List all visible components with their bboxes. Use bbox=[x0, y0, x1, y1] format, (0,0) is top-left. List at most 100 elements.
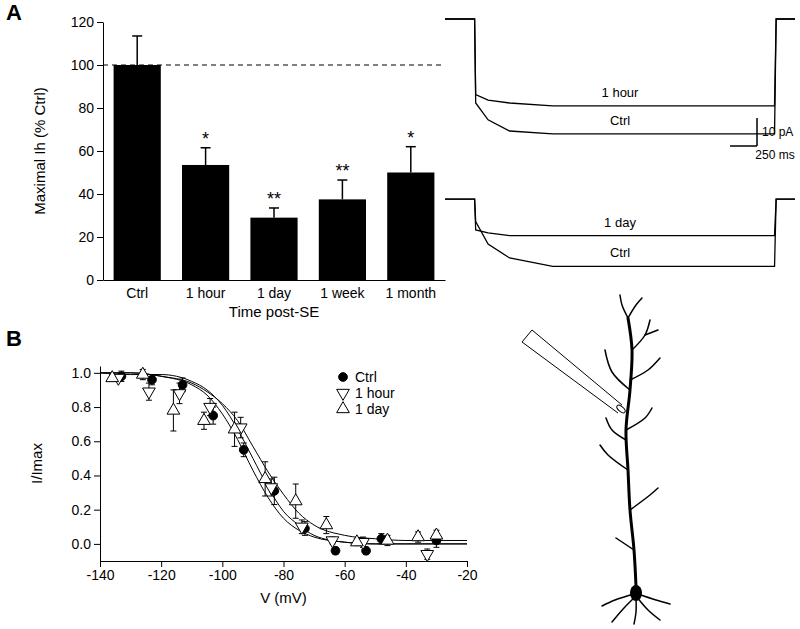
error-bar-stem bbox=[136, 36, 138, 65]
bar bbox=[319, 199, 366, 280]
tick-label: 80 bbox=[78, 100, 94, 116]
tick: 1 day bbox=[257, 280, 291, 301]
tick-mark bbox=[94, 544, 100, 545]
tick-mark bbox=[97, 194, 103, 195]
dendrite bbox=[605, 350, 630, 390]
tick-label: -60 bbox=[335, 567, 355, 583]
error-bar-cap bbox=[271, 504, 277, 505]
error-bar-cap bbox=[132, 35, 142, 37]
trace-label: Ctrl bbox=[610, 245, 630, 260]
error-bar bbox=[337, 180, 347, 199]
neuron-drawing bbox=[522, 295, 670, 624]
tick: 1 month bbox=[386, 280, 437, 301]
tick: 0.0 bbox=[72, 536, 100, 552]
pipette bbox=[522, 330, 622, 413]
point bbox=[351, 535, 364, 546]
tick-label: 20 bbox=[78, 229, 94, 245]
tick-label: -80 bbox=[274, 567, 294, 583]
tick-label: 1 day bbox=[257, 285, 291, 301]
annotation: * bbox=[202, 129, 209, 149]
point bbox=[259, 472, 272, 483]
bar bbox=[387, 173, 434, 281]
error-bar-cap bbox=[384, 545, 390, 546]
legend: Ctrl1 hour1 day bbox=[337, 369, 395, 417]
tick: 100 bbox=[71, 57, 103, 73]
error-bar-stem bbox=[205, 148, 207, 165]
tick: 60 bbox=[78, 143, 103, 159]
legend-label: 1 day bbox=[355, 401, 389, 417]
tick-label: -40 bbox=[396, 567, 416, 583]
tick: 0.8 bbox=[72, 399, 100, 415]
tick: 80 bbox=[78, 100, 103, 116]
tick-label: 60 bbox=[78, 143, 94, 159]
tick-label: 0.0 bbox=[72, 536, 92, 552]
error-bar-cap bbox=[433, 547, 439, 548]
point bbox=[106, 371, 119, 382]
point bbox=[421, 550, 434, 561]
error-bar-cap bbox=[140, 379, 146, 380]
error-bar-cap bbox=[299, 519, 305, 520]
tick-mark bbox=[97, 65, 103, 66]
error-bar bbox=[406, 147, 416, 173]
tick: -60 bbox=[335, 561, 355, 583]
panel-label: B bbox=[6, 326, 22, 351]
axis: 020406080100120 bbox=[71, 14, 104, 288]
trace-label: 1 hour bbox=[602, 85, 640, 100]
point bbox=[198, 413, 211, 424]
error-bar-cap bbox=[293, 484, 299, 485]
error-bar-cap bbox=[302, 535, 308, 536]
legend-label: 1 hour bbox=[355, 385, 395, 401]
dendrite bbox=[600, 445, 628, 470]
trace-label: 1 day bbox=[604, 215, 636, 230]
point bbox=[320, 518, 333, 529]
error-bar-cap bbox=[177, 403, 183, 404]
error-bar-cap bbox=[293, 518, 299, 519]
plot-area bbox=[445, 199, 795, 266]
error-bar bbox=[269, 208, 279, 218]
scale-bar-label: 250 ms bbox=[755, 148, 794, 162]
annotation: ** bbox=[267, 189, 281, 209]
dendrite bbox=[634, 598, 636, 624]
trace bbox=[445, 19, 795, 134]
error-bar-cap bbox=[262, 461, 268, 462]
tick-label: 1 month bbox=[386, 285, 437, 301]
error-bar-cap bbox=[424, 549, 430, 550]
dendrite bbox=[645, 330, 658, 335]
error-bar-cap bbox=[238, 437, 244, 438]
panel-label: A bbox=[6, 0, 22, 25]
error-bar-cap bbox=[360, 537, 366, 538]
tick: -100 bbox=[209, 561, 237, 583]
tick: 120 bbox=[71, 14, 103, 30]
tick-label: 1.0 bbox=[72, 365, 92, 381]
dendrite bbox=[606, 418, 626, 440]
dendrite bbox=[630, 488, 658, 510]
tick: 0 bbox=[86, 272, 103, 288]
dendrite bbox=[628, 298, 642, 318]
fit-line bbox=[100, 373, 467, 544]
error-bar-cap bbox=[180, 377, 186, 378]
tick: -20 bbox=[457, 561, 477, 583]
point bbox=[289, 494, 302, 505]
dendrite bbox=[630, 358, 660, 380]
tick: -140 bbox=[86, 561, 114, 583]
y-axis-title: Maximal Ih (% Ctrl) bbox=[31, 87, 48, 215]
tick-mark bbox=[94, 510, 100, 511]
error-bar-cap bbox=[241, 442, 247, 443]
axis: 0.00.20.40.60.81.0 bbox=[72, 365, 101, 562]
legend-label: Ctrl bbox=[355, 369, 377, 385]
scale-bar-label: 10 pA bbox=[762, 125, 793, 139]
error-bar-cap bbox=[238, 417, 244, 418]
tick-mark bbox=[97, 22, 103, 23]
tick: -40 bbox=[396, 561, 416, 583]
error-bar-cap bbox=[271, 477, 277, 478]
tick-label: -140 bbox=[86, 567, 114, 583]
tick-label: -100 bbox=[209, 567, 237, 583]
tick: 1 hour bbox=[186, 280, 226, 301]
tick-mark bbox=[94, 475, 100, 476]
plot-area bbox=[445, 19, 795, 134]
point bbox=[326, 537, 339, 548]
tick-label: 0.2 bbox=[72, 502, 92, 518]
tick-mark bbox=[94, 373, 100, 374]
tick-mark bbox=[94, 407, 100, 408]
tick-label: 0.4 bbox=[72, 467, 92, 483]
